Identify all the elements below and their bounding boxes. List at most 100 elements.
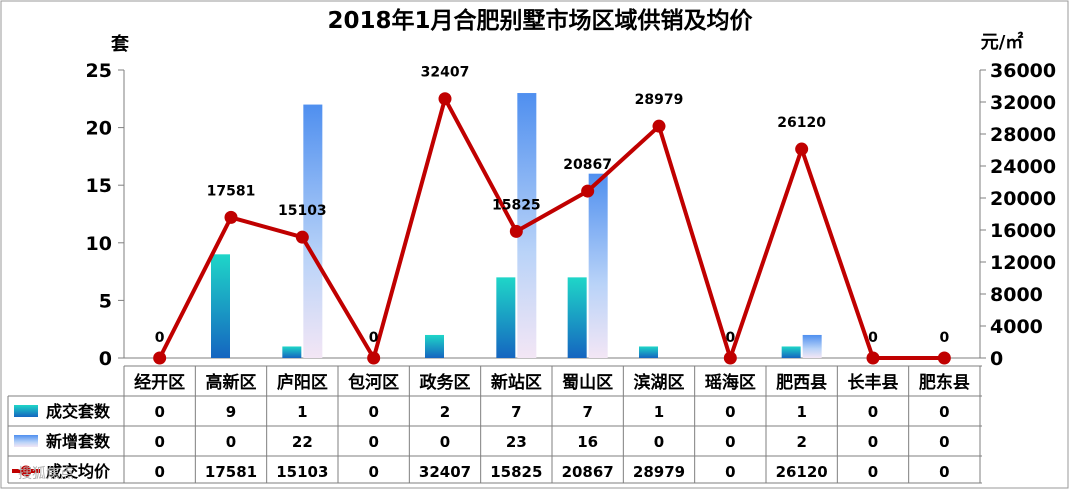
right-tick-label: 4000 bbox=[990, 316, 1043, 338]
avg-price-data-label: 32407 bbox=[421, 65, 470, 81]
table-cell: 0 bbox=[939, 463, 949, 481]
right-tick-label: 32000 bbox=[990, 92, 1056, 114]
table-cell: 0 bbox=[440, 433, 450, 451]
table-cell: 32407 bbox=[419, 463, 471, 481]
table-cell: 15825 bbox=[490, 463, 542, 481]
avg-price-line bbox=[157, 96, 945, 360]
category-label: 肥东县 bbox=[919, 372, 970, 393]
avg-price-data-label: 15103 bbox=[278, 203, 327, 219]
table-cell: 0 bbox=[939, 433, 949, 451]
table-cell: 0 bbox=[725, 433, 735, 451]
table-cell: 9 bbox=[226, 403, 236, 421]
line-layer: 0 17581 15103 0 32407 15825 20867 28979 0 26120 0 0 bbox=[153, 65, 951, 365]
category-label: 滨湖区 bbox=[634, 372, 685, 393]
axes-layer: 0 5 10 15 20 25 0 4000 8000 12000 16000 20000 24000 2… bbox=[86, 60, 1057, 370]
avg-price-point bbox=[509, 224, 523, 238]
avg-price-point bbox=[866, 351, 880, 365]
right-tick-label: 20000 bbox=[990, 188, 1056, 210]
right-axis-unit: 元/㎡ bbox=[981, 31, 1024, 53]
avg-price-point bbox=[153, 351, 167, 365]
left-axis-unit: 套 bbox=[111, 33, 129, 55]
table-cell: 1 bbox=[297, 403, 307, 421]
table-cell: 0 bbox=[368, 433, 378, 451]
table-cell: 1 bbox=[654, 403, 664, 421]
chart-title: 2018年1月合肥别墅市场区域供销及均价 bbox=[327, 7, 753, 34]
table-cell: 2 bbox=[440, 403, 450, 421]
bars-layer bbox=[211, 93, 822, 358]
avg-price-point bbox=[224, 210, 238, 224]
table-cell: 26120 bbox=[776, 463, 828, 481]
new-supply-bar bbox=[588, 173, 608, 358]
deal-count-bar bbox=[639, 346, 658, 358]
right-tick-label: 16000 bbox=[990, 220, 1056, 242]
deal-count-bar bbox=[567, 277, 587, 358]
deal-count-bar bbox=[211, 254, 230, 358]
avg-price-data-label: 0 bbox=[155, 330, 165, 346]
table-cell: 16 bbox=[577, 433, 598, 451]
right-tick-label: 24000 bbox=[990, 156, 1056, 178]
category-label: 蜀山区 bbox=[562, 373, 613, 393]
right-tick-label: 0 bbox=[990, 348, 1003, 370]
avg-price-point bbox=[295, 230, 309, 244]
category-label: 庐阳区 bbox=[277, 372, 328, 393]
new-supply-bar bbox=[303, 104, 323, 358]
table-cell: 0 bbox=[868, 463, 878, 481]
deal-count-bar bbox=[496, 277, 516, 358]
table-cell: 0 bbox=[368, 403, 378, 421]
avg-price-point bbox=[652, 119, 666, 133]
avg-price-data-label: 0 bbox=[868, 330, 878, 346]
table-cell: 0 bbox=[368, 463, 378, 481]
category-label: 高新区 bbox=[206, 372, 257, 393]
avg-price-point bbox=[581, 184, 595, 198]
new-supply-bar bbox=[802, 334, 822, 358]
left-tick-label: 10 bbox=[86, 233, 112, 255]
avg-price-point bbox=[937, 351, 951, 365]
legend-swatch-new bbox=[14, 435, 38, 447]
category-label: 政务区 bbox=[420, 372, 471, 393]
table-cell: 20867 bbox=[562, 463, 614, 481]
right-tick-label: 36000 bbox=[990, 60, 1056, 82]
right-tick-label: 8000 bbox=[990, 284, 1043, 306]
table-cell: 0 bbox=[154, 463, 164, 481]
data-table: 经开区 高新区 庐阳区 包河区 政务区 新站区 蜀山区 滨湖区 瑶海区 肥西县 长丰县 肥东县成交套数… bbox=[7, 365, 982, 484]
left-tick-label: 15 bbox=[86, 175, 112, 197]
right-tick-label: 28000 bbox=[990, 124, 1056, 146]
table-cell: 22 bbox=[292, 433, 313, 451]
avg-price-data-label: 15825 bbox=[492, 197, 541, 213]
category-label: 包河区 bbox=[348, 372, 399, 393]
avg-price-data-label: 0 bbox=[939, 330, 949, 346]
table-cell: 0 bbox=[226, 433, 236, 451]
category-label: 长丰县 bbox=[848, 372, 899, 393]
table-cell: 0 bbox=[868, 403, 878, 421]
table-cell: 7 bbox=[511, 403, 521, 421]
category-label: 瑶海区 bbox=[705, 372, 756, 393]
left-tick-label: 25 bbox=[86, 60, 112, 82]
avg-price-data-label: 17581 bbox=[207, 183, 256, 199]
table-cell: 0 bbox=[868, 433, 878, 451]
table-cell: 0 bbox=[154, 433, 164, 451]
table-cell: 7 bbox=[582, 403, 592, 421]
table-cell: 2 bbox=[796, 433, 806, 451]
legend-label: 成交套数 bbox=[46, 402, 111, 421]
table-cell: 0 bbox=[654, 433, 664, 451]
table-cell: 1 bbox=[796, 403, 806, 421]
table-cell: 0 bbox=[725, 403, 735, 421]
table-cell: 0 bbox=[725, 463, 735, 481]
table-cell: 28979 bbox=[633, 463, 685, 481]
legend-swatch-deal bbox=[14, 405, 38, 417]
avg-price-data-label: 0 bbox=[369, 330, 379, 346]
table-cell: 17581 bbox=[205, 463, 257, 481]
avg-price-data-label: 0 bbox=[725, 330, 735, 346]
legend-label: 成交均价 bbox=[46, 462, 111, 481]
category-label: 新站区 bbox=[491, 372, 542, 393]
deal-count-bar bbox=[425, 334, 444, 358]
avg-price-point bbox=[795, 142, 809, 156]
deal-count-bar bbox=[282, 346, 302, 358]
left-tick-label: 5 bbox=[99, 290, 112, 312]
avg-price-data-label: 20867 bbox=[563, 157, 612, 173]
table-cell: 23 bbox=[506, 433, 527, 451]
watermark-text: 搜狐焦点 bbox=[18, 466, 74, 482]
avg-price-data-label: 26120 bbox=[777, 115, 826, 131]
